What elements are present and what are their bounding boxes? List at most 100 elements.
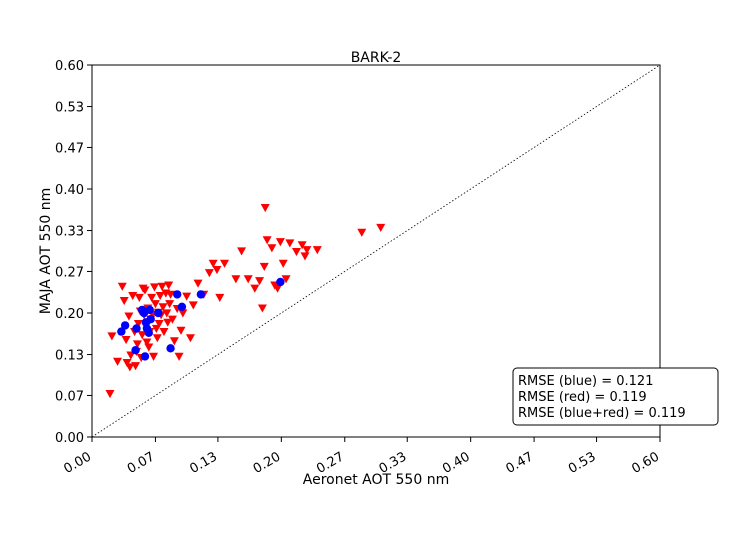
red-point [262,236,272,245]
red-point [147,293,157,302]
red-point [278,259,288,268]
y-axis-ticks: 0.00 0.07 0.13 0.20 0.27 0.33 0.40 0.47 0.53 0.60 [55,59,92,446]
red-point [291,248,301,257]
red-point [176,326,186,335]
one-to-one-line [91,64,661,438]
red-point [121,336,131,345]
red-point [188,301,198,310]
red-point [119,297,129,306]
red-point [140,286,150,295]
red-point [134,293,144,302]
red-point [122,359,132,368]
blue-point [177,302,187,311]
red-point [204,269,214,278]
red-point [237,247,247,256]
y-tick-label: 0.07 [55,389,84,404]
red-point [152,334,162,343]
red-point [178,309,188,318]
red-point [185,334,195,343]
red-point [166,290,176,299]
data-points [105,204,386,399]
red-point [357,228,367,237]
y-tick-label: 0.27 [55,265,84,280]
red-point [312,246,322,255]
red-point [158,303,168,312]
red-point [105,390,115,399]
red-point [159,328,169,337]
red-point [231,275,241,284]
blue-point [145,305,154,315]
red-point [169,337,179,346]
red-point [133,319,143,329]
red-point [163,318,173,327]
x-axis-label: Aeronet AOT 550 nm [303,472,449,488]
red-point [154,319,164,329]
blue-point [131,346,140,355]
blue-point [117,327,126,336]
red-point [155,292,165,301]
red-point [149,352,159,361]
red-point [164,281,174,290]
red-point [297,241,307,250]
red-point [193,279,203,288]
red-point [117,282,127,291]
red-point [255,277,265,286]
red-point [124,312,134,321]
red-point [131,362,141,371]
red-point [149,283,159,292]
blue-point [196,290,206,299]
blue-point [276,277,285,287]
red-point [137,331,147,340]
red-point [300,252,310,261]
red-point [142,338,152,347]
plot-area [91,64,661,438]
red-point [257,304,267,313]
red-point [182,292,192,301]
red-point [376,223,386,232]
y-tick-label: 0.00 [55,431,84,446]
red-point [285,239,295,248]
red-point [132,340,142,349]
blue-point [120,321,130,330]
red-point [157,282,167,291]
red-point [144,343,154,352]
y-axis-label: MAJA AOT 550 nm [38,188,54,315]
blue-point [154,308,163,318]
red-point [260,204,270,213]
red-point [220,259,230,268]
red-point [275,238,285,247]
y-tick-label: 0.53 [55,101,84,116]
chart-title: BARK-2 [351,50,402,66]
stats-line-combined: RMSE (blue+red) = 0.119 [518,406,686,421]
stats-box: RMSE (blue) = 0.121 RMSE (red) = 0.119 R… [512,367,719,426]
y-tick-label: 0.20 [55,307,84,322]
blue-point [140,352,150,361]
red-point [273,284,283,293]
red-point [113,357,123,366]
y-tick-label: 0.60 [55,59,84,74]
y-tick-label: 0.33 [55,225,84,240]
red-point [302,246,312,255]
stats-line-red: RMSE (red) = 0.119 [518,390,647,405]
reference-line-layer [91,64,661,438]
y-tick-label: 0.40 [55,183,84,198]
stats-box-frame [512,367,719,426]
red-point [150,300,160,309]
red-point [165,300,175,309]
red-point [208,259,218,268]
red-point [250,284,260,293]
blue-point [173,290,182,299]
blue-point [146,315,155,324]
red-point [215,293,225,302]
red-point [281,275,291,284]
red-point [162,309,172,318]
y-tick-label: 0.13 [55,349,84,364]
blue-point [166,344,175,353]
red-point [174,352,184,361]
stats-line-blue: RMSE (blue) = 0.121 [518,374,653,389]
red-point [107,332,117,341]
red-point [167,315,177,324]
red-point [125,363,135,372]
y-tick-label: 0.47 [55,141,84,156]
